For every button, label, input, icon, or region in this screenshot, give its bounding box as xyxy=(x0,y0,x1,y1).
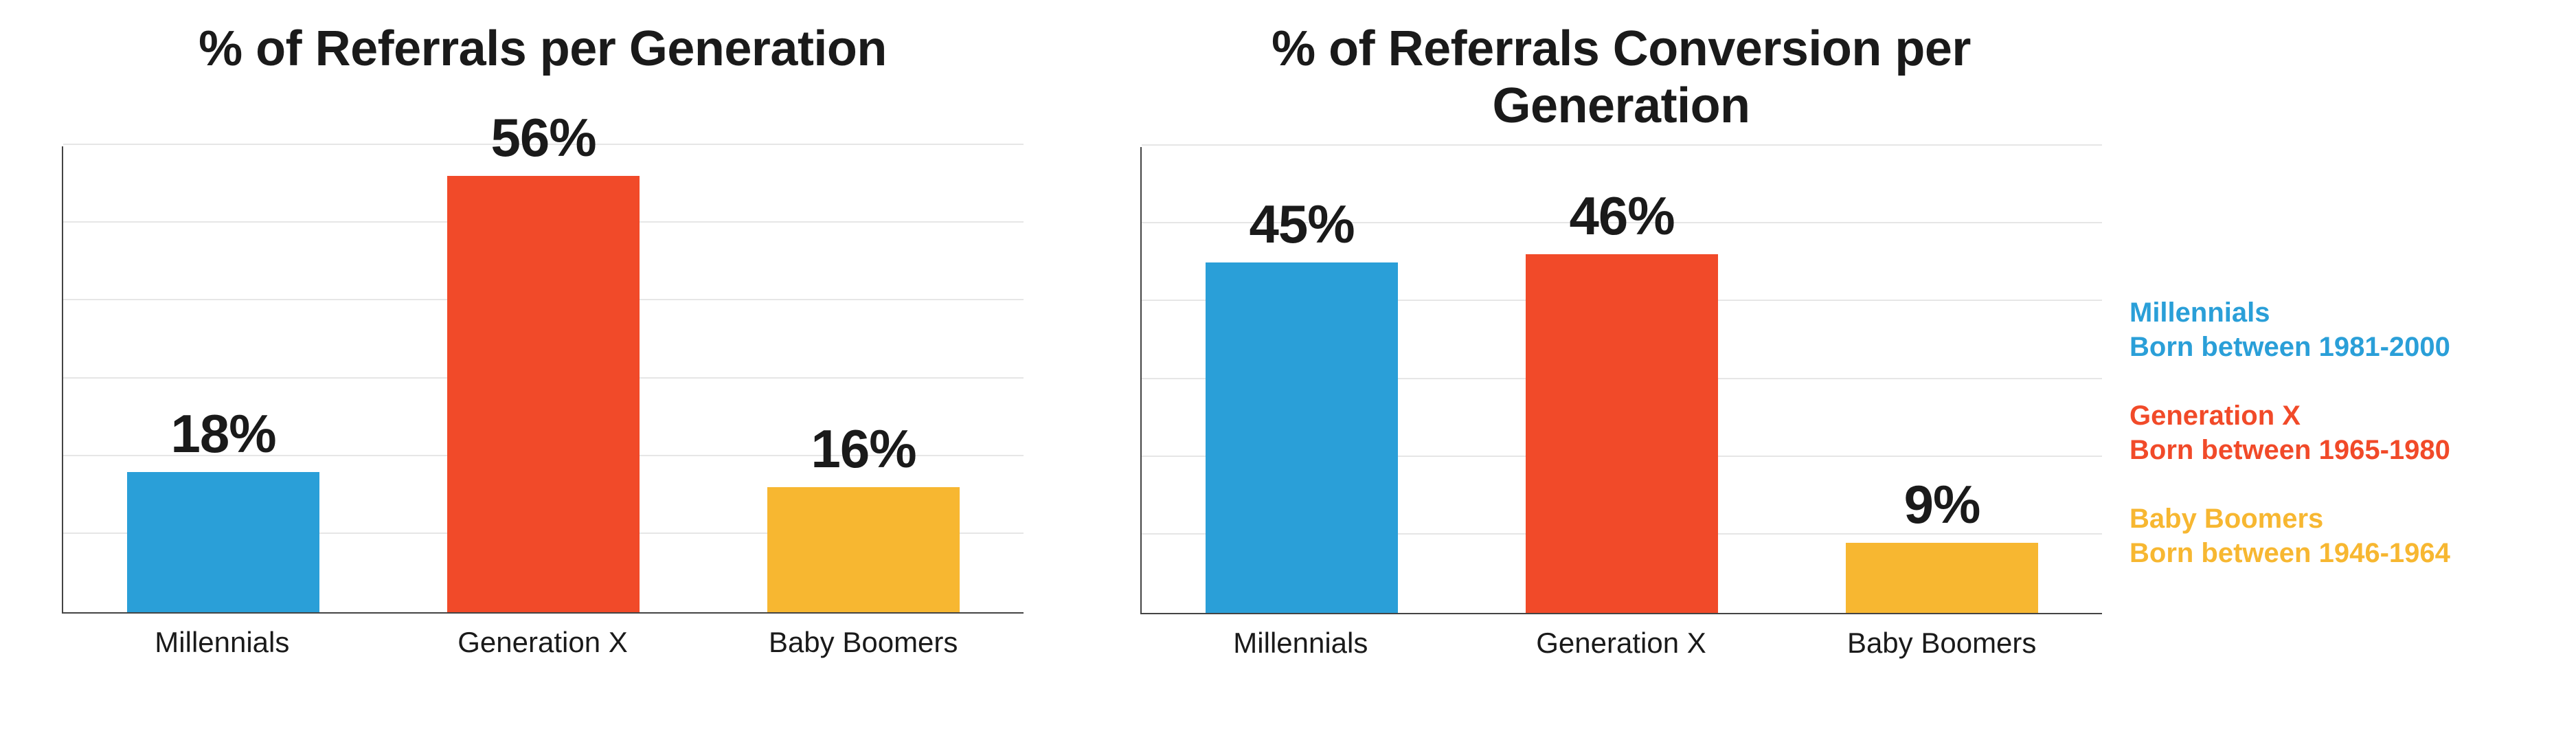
gridline xyxy=(1142,144,2102,146)
bar-slot: 16% xyxy=(703,418,1024,612)
bar-value-label: 45% xyxy=(1249,193,1354,256)
bar-rect xyxy=(127,472,319,612)
x-axis-label: Generation X xyxy=(383,614,703,659)
bar-rect xyxy=(1206,262,1398,613)
plot-area: 18%56%16% xyxy=(62,146,1024,614)
bar-slot: 56% xyxy=(383,107,703,612)
bar-slot: 18% xyxy=(63,403,383,612)
chart-title: % of Referrals Conversion per Generation xyxy=(1175,21,2068,135)
legend: MillennialsBorn between 1981-2000 Generat… xyxy=(2102,21,2450,605)
chart-conversion: % of Referrals Conversion per Generation… xyxy=(1140,21,2102,660)
bar-rect xyxy=(1846,543,2038,613)
bar-slot: 45% xyxy=(1142,193,1462,613)
bar-rect xyxy=(1526,254,1718,612)
x-axis-label: Baby Boomers xyxy=(1781,614,2102,660)
bars-container: 45% 46% 9% xyxy=(1142,147,2102,613)
x-axis-labels: MillennialsGeneration XBaby Boomers xyxy=(1140,614,2102,660)
bar-value-label: 16% xyxy=(811,418,916,480)
x-axis-label: Millennials xyxy=(1140,614,1461,660)
x-axis-label: Generation X xyxy=(1461,614,1782,660)
legend-item: Baby BoomersBorn between 1946-1964 xyxy=(2129,502,2450,570)
chart-referrals: % of Referrals per Generation 18%56%16% … xyxy=(62,21,1024,659)
x-axis-labels: MillennialsGeneration XBaby Boomers xyxy=(62,614,1024,659)
legend-desc: Born between 1981-2000 xyxy=(2129,330,2450,364)
legend-name: Millennials xyxy=(2129,295,2450,330)
bar-rect xyxy=(447,176,640,612)
legend-item: MillennialsBorn between 1981-2000 xyxy=(2129,295,2450,364)
bar-slot: 46% xyxy=(1462,185,1782,612)
x-axis-label: Millennials xyxy=(62,614,383,659)
bar-slot: 9% xyxy=(1782,473,2102,613)
plot-area: 45% 46% 9% xyxy=(1140,147,2102,614)
bar-rect xyxy=(767,487,960,612)
legend-name: Generation X xyxy=(2129,399,2450,433)
legend-desc: Born between 1946-1964 xyxy=(2129,536,2450,570)
x-axis-label: Baby Boomers xyxy=(703,614,1024,659)
bars-container: 18%56%16% xyxy=(63,146,1024,612)
bar-value-label: 46% xyxy=(1569,185,1674,247)
bar-value-label: 56% xyxy=(490,107,596,169)
bar-value-label: 18% xyxy=(170,403,275,465)
legend-name: Baby Boomers xyxy=(2129,502,2450,536)
bar-value-label: 9% xyxy=(1904,473,1980,536)
legend-item: Generation XBorn between 1965-1980 xyxy=(2129,399,2450,467)
legend-desc: Born between 1965-1980 xyxy=(2129,433,2450,467)
chart-title: % of Referrals per Generation xyxy=(199,21,887,78)
charts-wrapper: % of Referrals per Generation 18%56%16% … xyxy=(0,0,2576,751)
